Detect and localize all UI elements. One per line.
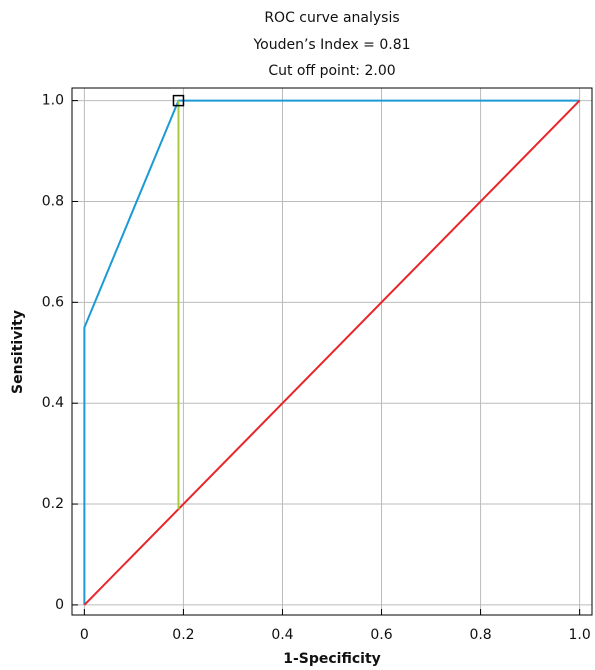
line <box>83 99 581 606</box>
x-tick-label: 0.2 <box>172 627 194 643</box>
cutoff-marker <box>172 94 185 107</box>
y-axis-label: Sensitivity <box>10 310 26 394</box>
x-axis-label: 1-Specificity <box>283 651 381 667</box>
y-tick-label: 0.4 <box>42 395 64 411</box>
x-tick-label: 0.8 <box>469 627 491 643</box>
y-tick-label: 1.0 <box>42 93 64 109</box>
x-tick-label: 0.4 <box>271 627 293 643</box>
chart-title: ROC curve analysis <box>264 10 399 26</box>
chart-title: Youden’s Index = 0.81 <box>252 37 410 53</box>
plot-frame <box>71 87 593 616</box>
y-tick-label: 0.2 <box>42 496 64 512</box>
line <box>83 99 580 605</box>
y-tick-label: 0.8 <box>42 193 64 209</box>
y-tick-label: 0 <box>55 597 64 613</box>
y-tick-label: 0.6 <box>42 294 64 310</box>
x-tick-label: 0.6 <box>370 627 392 643</box>
chart-title: Cut off point: 2.00 <box>268 63 395 79</box>
x-tick-label: 1.0 <box>568 627 590 643</box>
x-tick-label: 0 <box>80 627 89 643</box>
